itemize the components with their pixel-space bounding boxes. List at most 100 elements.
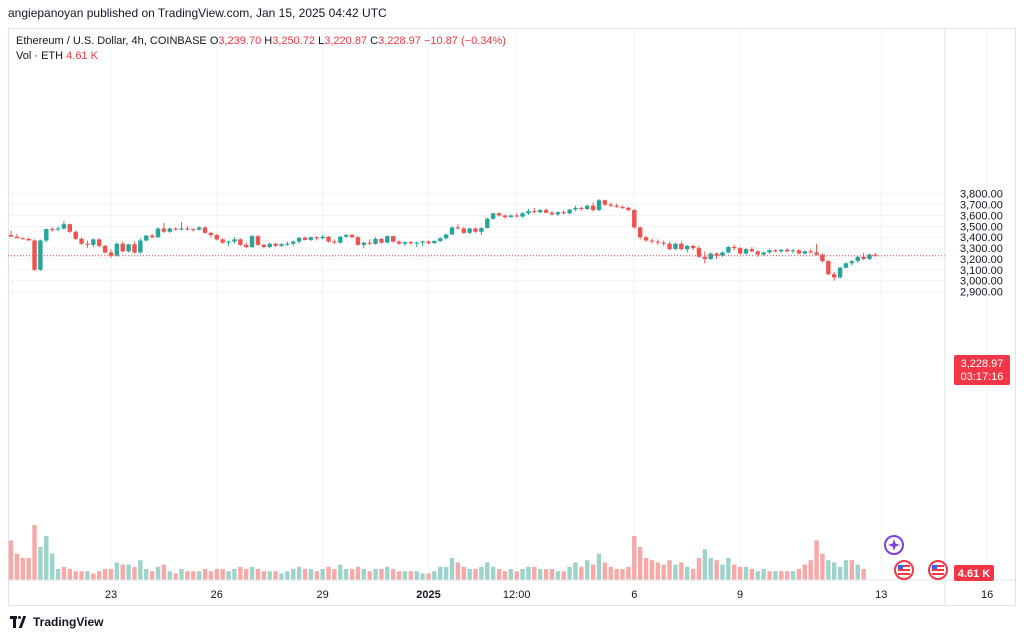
candle: [585, 204, 590, 211]
chart-frame: [8, 28, 1016, 606]
volume-bar: [761, 569, 766, 580]
volume-bar: [38, 547, 43, 580]
candle: [79, 237, 84, 245]
candle: [385, 235, 390, 244]
candle: [138, 238, 143, 254]
chart-legend[interactable]: Ethereum / U.S. Dollar, 4h, COINBASE O3,…: [16, 34, 506, 64]
candle: [567, 208, 572, 215]
volume-bar: [543, 569, 549, 580]
volume-bar: [579, 566, 584, 580]
time-axis[interactable]: 23 26 29 2025 12:00 6 9 13 16: [105, 589, 993, 601]
volume-bar: [244, 569, 249, 580]
volume-bar: [202, 569, 208, 580]
candle: [432, 240, 437, 244]
candle: [391, 235, 396, 243]
volume-bar: [261, 571, 267, 580]
volume-bar: [249, 566, 255, 580]
candle: [343, 233, 349, 238]
candle: [473, 227, 478, 233]
volume-bar: [279, 573, 284, 580]
volume-bar: [73, 571, 78, 580]
tradingview-footer[interactable]: TradingView: [10, 615, 103, 629]
candle: [608, 202, 613, 207]
candle: [126, 243, 131, 253]
candle: [8, 230, 14, 237]
volume-bar: [173, 573, 178, 580]
candle: [673, 242, 678, 251]
candle: [802, 250, 807, 255]
time-tick-label: 6: [631, 589, 637, 601]
volume-bar: [661, 564, 666, 580]
candle: [179, 222, 184, 231]
volume-bar: [167, 571, 172, 580]
volume-bar: [602, 562, 608, 580]
symbol-label[interactable]: Ethereum / U.S. Dollar, 4h, COINBASE: [16, 35, 207, 47]
price-axis[interactable]: 2,900.003,000.003,100.003,200.003,300.00…: [960, 189, 1003, 299]
economic-event-icon[interactable]: [884, 535, 904, 555]
candle: [508, 214, 513, 218]
volume-bar: [708, 558, 713, 580]
candle: [191, 228, 196, 232]
candle: [826, 260, 831, 276]
volume-bar: [596, 553, 602, 580]
volume-bar: [585, 560, 590, 580]
candle: [108, 249, 114, 258]
volume-bar: [326, 566, 331, 580]
us-flag-event-icon[interactable]: [894, 560, 914, 580]
candle: [161, 223, 167, 233]
candle: [91, 238, 96, 248]
volume-bar: [79, 571, 84, 580]
candle: [490, 212, 496, 220]
candle: [349, 233, 355, 239]
candle: [685, 244, 690, 253]
candle: [67, 223, 72, 233]
volume-bar: [8, 540, 14, 580]
price-chart[interactable]: 2,900.003,000.003,100.003,200.003,300.00…: [8, 28, 1016, 606]
candle: [44, 228, 49, 243]
candle: [149, 233, 155, 239]
candle: [144, 235, 149, 242]
candle: [320, 235, 325, 240]
high-value: 3,250.72: [272, 35, 316, 47]
volume-bar: [44, 536, 49, 580]
volume-bar: [849, 560, 855, 580]
candle: [749, 247, 755, 253]
last-price-badge: 3,228.97 03:17:16: [954, 355, 1010, 385]
volume-bar: [479, 566, 484, 580]
candle: [443, 233, 449, 240]
volume-bar: [438, 566, 443, 580]
volume-key[interactable]: Vol · ETH: [16, 50, 64, 62]
candle: [49, 227, 55, 232]
candle: [649, 238, 655, 244]
volume-bar: [149, 571, 155, 580]
candle: [285, 241, 290, 246]
volume-bar: [620, 569, 625, 580]
volume-bar: [649, 560, 655, 580]
volume-bar: [208, 571, 214, 580]
candle: [837, 266, 843, 279]
candle: [326, 236, 331, 243]
volume-bar: [608, 566, 613, 580]
candle: [61, 220, 67, 230]
volume-bar: [673, 564, 678, 580]
candle: [579, 206, 584, 212]
volume-bar: [843, 560, 849, 580]
volume-bar: [685, 566, 690, 580]
candle: [73, 230, 78, 240]
volume-bar: [132, 566, 137, 580]
candle: [214, 233, 219, 241]
ohlc-row: Ethereum / U.S. Dollar, 4h, COINBASE O3,…: [16, 34, 506, 49]
candle: [414, 241, 419, 248]
volume-bar: [108, 569, 114, 580]
volume-bar: [26, 558, 31, 580]
volume-bar: [396, 571, 402, 580]
candle: [743, 248, 749, 255]
volume-bar: [449, 558, 455, 580]
candle: [438, 237, 443, 243]
volume-bar: [155, 566, 161, 580]
volume-bar: [114, 562, 120, 580]
volume-bar: [573, 562, 578, 580]
price-tick-label: 2,900.00: [960, 287, 1003, 299]
volume-bar: [637, 547, 643, 580]
us-flag-event-icon-axis[interactable]: [928, 560, 948, 580]
